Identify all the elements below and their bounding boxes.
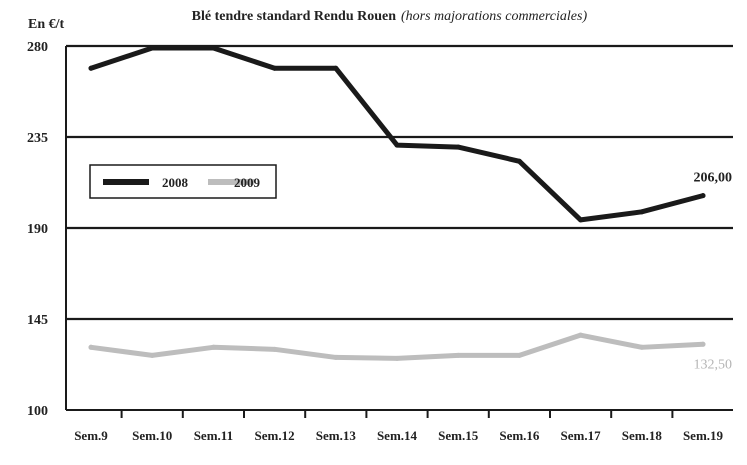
y-tick-label: 190 — [27, 222, 48, 237]
chart-title: Blé tendre standard Rendu Rouen — [192, 9, 397, 24]
x-tick-label: Sem.10 — [132, 428, 172, 443]
legend: 2008 2009 — [89, 164, 277, 199]
data-point-2009 — [700, 341, 706, 347]
data-point-2008 — [639, 209, 645, 215]
data-point-2008 — [333, 65, 339, 71]
data-point-2008 — [88, 65, 94, 71]
x-axis: Sem.9 Sem.10 Sem.11 Sem.12 Sem.13 Sem.14 Sem.1… — [74, 410, 724, 443]
data-point-2009 — [394, 355, 400, 361]
x-tick-label: Sem.12 — [255, 428, 295, 443]
y-axis-ticks: 280 235 190 145 100 — [27, 40, 48, 419]
end-label-2008: 206,00 — [694, 171, 733, 186]
gridlines — [65, 44, 733, 411]
data-point-2009 — [272, 346, 278, 352]
end-labels: 206,00 132,50 — [694, 171, 733, 373]
data-point-2009 — [333, 354, 339, 360]
x-tick-label: Sem.13 — [316, 428, 357, 443]
data-point-2008 — [516, 158, 522, 164]
x-tick-label: Sem.14 — [377, 428, 418, 443]
x-tick-label: Sem.11 — [194, 428, 233, 443]
data-point-2008 — [210, 45, 216, 51]
y-tick-label: 235 — [27, 131, 48, 146]
data-point-2008 — [700, 193, 706, 199]
data-point-2009 — [639, 344, 645, 350]
x-tick-label: Sem.17 — [561, 428, 602, 443]
data-point-2008 — [578, 217, 584, 223]
data-point-2009 — [455, 352, 461, 358]
chart-subtitle: (hors majorations commerciales) — [401, 9, 587, 24]
x-tick-label: Sem.16 — [499, 428, 540, 443]
y-tick-label: 145 — [27, 313, 48, 328]
data-point-2009 — [149, 352, 155, 358]
x-tick-label: Sem.15 — [438, 428, 479, 443]
data-point-2008 — [455, 144, 461, 150]
series-line-2009 — [88, 332, 706, 361]
legend-label-2008: 2008 — [162, 175, 189, 190]
x-tick-label: Sem.9 — [74, 428, 108, 443]
data-point-2009 — [88, 344, 94, 350]
y-axis-unit-label: En €/t — [28, 17, 65, 32]
x-tick-label: Sem.19 — [683, 428, 724, 443]
data-point-2009 — [516, 352, 522, 358]
y-tick-label: 280 — [27, 40, 48, 55]
end-label-2009: 132,50 — [694, 357, 733, 372]
legend-label-2009: 2009 — [234, 175, 261, 190]
x-tick-label: Sem.18 — [622, 428, 663, 443]
series-lines — [88, 45, 706, 361]
data-point-2008 — [149, 45, 155, 51]
data-point-2009 — [210, 344, 216, 350]
y-tick-label: 100 — [27, 404, 48, 419]
data-point-2008 — [394, 142, 400, 148]
data-point-2008 — [272, 65, 278, 71]
data-point-2009 — [578, 332, 584, 338]
